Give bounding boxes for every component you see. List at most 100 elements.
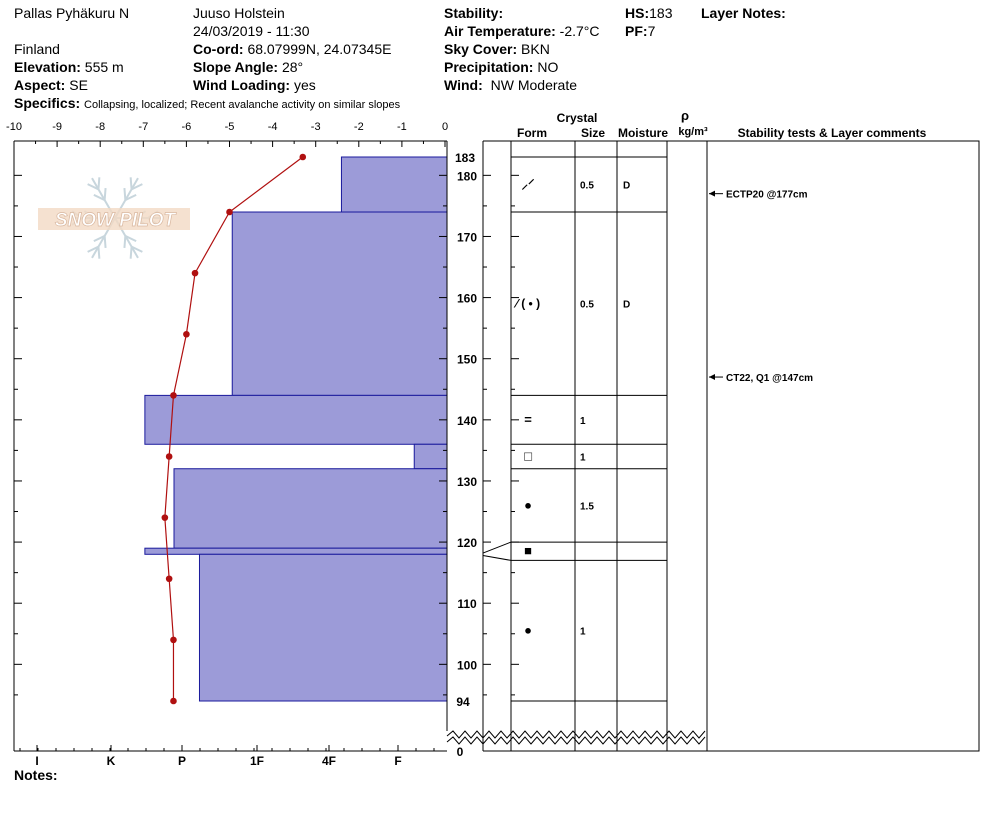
- hardness-scale-label: 4F: [322, 754, 336, 768]
- snowflake-branch: [103, 188, 107, 201]
- layer-size: 1: [580, 453, 586, 464]
- form-header: Form: [517, 126, 547, 140]
- temp-tick-label: -10: [6, 121, 22, 133]
- temperature-profile: [161, 153, 307, 705]
- stability-row: Stability:: [444, 5, 503, 21]
- precip-label: Precipitation:: [444, 59, 534, 75]
- snowflake-branch: [124, 193, 137, 201]
- hardness-scale-label: K: [107, 754, 116, 768]
- specifics-value: Collapsing, localized; Recent avalanche …: [84, 99, 401, 111]
- hardness-bars: [144, 156, 448, 702]
- temperature-point: [191, 269, 199, 277]
- coord-value: 68.07999N, 24.07345E: [247, 41, 392, 57]
- temp-tick-label: -6: [182, 121, 192, 133]
- hardness-scale-label: P: [178, 754, 186, 768]
- elevation-row: Elevation: 555 m: [14, 59, 124, 75]
- comments-header: Stability tests & Layer comments: [738, 126, 927, 140]
- snowflake-branch: [97, 177, 101, 190]
- height-tick-label: 100: [457, 658, 477, 672]
- hardness-bar: [144, 547, 448, 555]
- height-tick-label: 110: [457, 597, 477, 611]
- wind-value: NW Moderate: [490, 77, 577, 93]
- wind-label: Wind:: [444, 77, 483, 93]
- snowflake-branch: [87, 245, 99, 253]
- observation-datetime: 24/03/2019 - 11:30: [193, 23, 310, 39]
- snowflake-branch: [123, 235, 127, 248]
- depth-break-zigzag: [446, 730, 706, 739]
- notes-label: Notes:: [14, 767, 58, 783]
- precip-row: Precipitation: NO: [444, 59, 558, 75]
- layer-form: ■: [524, 543, 532, 558]
- hardness-bar: [231, 211, 448, 396]
- snowflake-branch: [124, 235, 137, 243]
- elevation-value: 555 m: [84, 59, 124, 75]
- layer-form: ⁄ ( • ): [513, 297, 540, 311]
- wind-loading-label: Wind Loading:: [193, 77, 291, 93]
- slope-label: Slope Angle:: [193, 59, 279, 75]
- stability-test-arrowhead: [709, 190, 715, 197]
- temp-tick-label: -8: [95, 121, 105, 133]
- hs-row: HS:183: [625, 5, 672, 21]
- elevation-label: Elevation:: [14, 59, 81, 75]
- aspect-value: SE: [69, 77, 88, 93]
- layer-size: 0.5: [580, 300, 594, 311]
- pf-row: PF:7: [625, 23, 655, 39]
- snowflake-branch: [87, 183, 99, 191]
- hardness-bar: [340, 156, 448, 213]
- temp-tick-label: -2: [354, 121, 364, 133]
- layer-size: 1: [580, 627, 586, 638]
- temp-tick-label: -9: [52, 121, 62, 133]
- observer-name: Juuso Holstein: [193, 5, 285, 21]
- sky-row: Sky Cover: BKN: [444, 41, 550, 57]
- height-tick-label: 170: [457, 230, 477, 244]
- layer-form: ●: [524, 497, 532, 512]
- crystal-header: Crystal: [557, 111, 598, 125]
- temp-tick-label: -1: [397, 121, 407, 133]
- temp-tick-label: 0: [442, 121, 448, 133]
- hardness-bar: [198, 553, 448, 702]
- height-tick-label: 140: [457, 414, 477, 428]
- coord-row: Co-ord: 68.07999N, 24.07345E: [193, 41, 391, 57]
- wind-loading-value: yes: [293, 77, 316, 93]
- snowflake-branch: [103, 235, 107, 248]
- temp-tick-label: -7: [138, 121, 148, 133]
- temp-tick-label: -5: [225, 121, 235, 133]
- layer-moisture: D: [623, 300, 630, 311]
- layer-connector: [482, 541, 512, 554]
- location-name: Pallas Pyhäkuru N: [14, 5, 130, 21]
- rho-header: ρ: [681, 108, 689, 123]
- temperature-point: [299, 153, 307, 161]
- moisture-header: Moisture: [618, 126, 668, 140]
- hs-value: 183: [649, 5, 673, 21]
- snowflake-branch: [123, 188, 127, 201]
- height-tick-label: 150: [457, 353, 477, 367]
- layer-size: 0.5: [580, 181, 594, 192]
- layer-form: ●: [524, 623, 532, 638]
- temperature-point: [170, 392, 177, 399]
- snowflake-branch: [129, 246, 133, 259]
- pf-value: 7: [647, 23, 656, 39]
- air-temp-row: Air Temperature: -2.7°C: [444, 23, 600, 39]
- snowflake-branch: [129, 177, 133, 190]
- temperature-point: [170, 636, 177, 644]
- temperature-point: [170, 697, 177, 705]
- height-tick-label: 160: [457, 292, 477, 306]
- hardness-scale-label: F: [394, 754, 401, 768]
- country: Finland: [14, 41, 60, 57]
- snowflake-branch: [93, 235, 106, 243]
- height-tick-label: 120: [457, 536, 477, 550]
- sky-label: Sky Cover:: [444, 41, 518, 57]
- stability-label: Stability:: [444, 5, 504, 21]
- air-temp-value: -2.7°C: [559, 23, 600, 39]
- stability-test-label: CT22, Q1 @147cm: [726, 373, 813, 384]
- slope-row: Slope Angle: 28°: [193, 59, 303, 75]
- layer-form: □: [524, 449, 532, 464]
- pf-label: PF:: [625, 23, 648, 39]
- wind-row: Wind: NW Moderate: [444, 77, 577, 93]
- temp-tick-label: -3: [311, 121, 321, 133]
- height-label-zero: 0: [457, 745, 464, 759]
- temperature-line: [164, 156, 304, 701]
- layer-table: Crystal Form Size Moisture ρ kg/m³ Stability t…: [482, 108, 980, 752]
- layer-size: 1.5: [580, 501, 594, 512]
- layer-size: 1: [580, 416, 586, 427]
